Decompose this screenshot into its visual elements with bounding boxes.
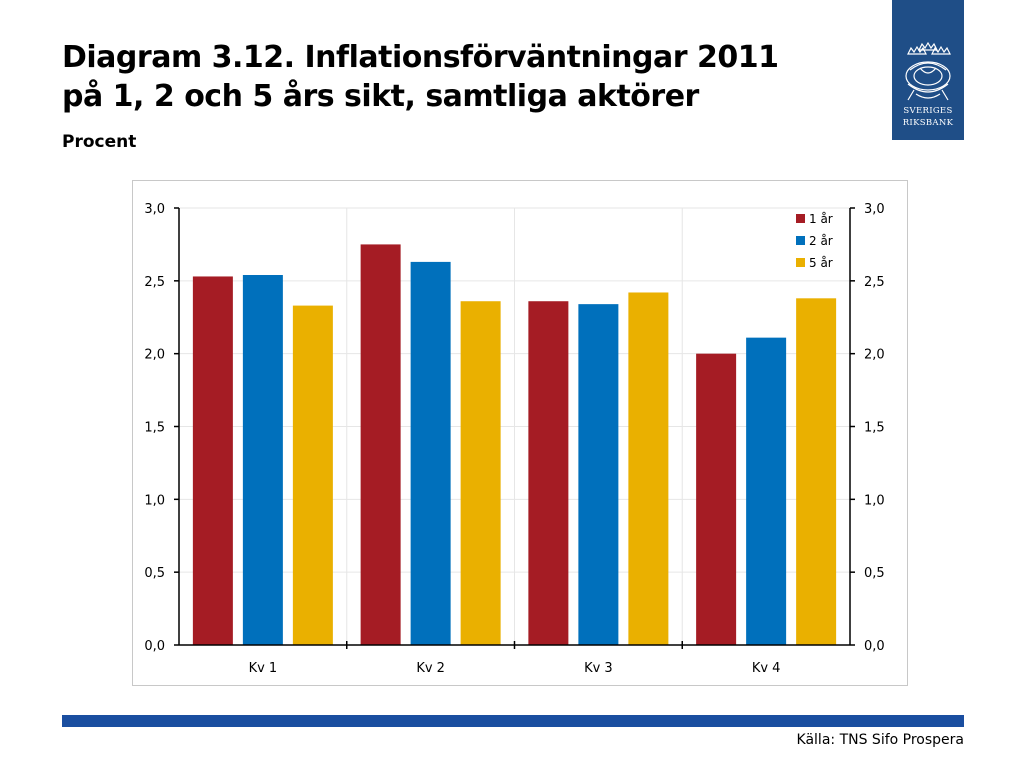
y-tick-label-right: 2,5 (864, 275, 885, 290)
y-tick-label-right: 0,0 (864, 639, 885, 654)
bar-2-2 (410, 261, 451, 645)
y-tick-label-left: 1,0 (144, 493, 165, 508)
y-tick-label-right: 0,5 (864, 566, 885, 581)
y-tick-label-left: 0,0 (144, 639, 165, 654)
x-tick-label: Kv 3 (584, 661, 613, 676)
bar-2-1 (242, 275, 283, 645)
legend-label-3: 5 år (809, 256, 833, 270)
bar-3-3 (628, 292, 669, 645)
y-tick-label-right: 1,0 (864, 493, 885, 508)
bar-2-4 (746, 337, 787, 645)
bar-3-1 (292, 305, 333, 645)
bar-1-3 (528, 301, 569, 645)
bar-chart: 0,0 0,0 0,5 0,5 1,0 1,0 1,5 1,5 2,0 2,0 2,5 2,5 3,0 3… (144, 202, 885, 676)
bar-2-3 (578, 304, 619, 645)
bar-1-4 (696, 353, 737, 645)
x-tick-label: Kv 2 (416, 661, 445, 676)
chart-title-line1: Diagram 3.12. Inflationsförväntningar 20… (62, 40, 779, 75)
riksbank-emblem-icon (905, 41, 951, 101)
bar-1-1 (192, 276, 233, 645)
logo-text-line2: RIKSBANK (902, 118, 954, 128)
y-tick-label-right: 2,0 (864, 348, 885, 363)
chart-subtitle: Procent (62, 132, 137, 152)
legend-swatch-1 (796, 214, 805, 223)
bar-1-2 (360, 244, 401, 645)
logo-text-line1: SVERIGES (903, 106, 953, 116)
riksbank-logo: SVERIGES RIKSBANK (892, 0, 964, 140)
y-tick-label-left: 1,5 (144, 421, 165, 436)
chart-title: Diagram 3.12. Inflationsförväntningar 20… (62, 38, 892, 116)
y-tick-label-right: 1,5 (864, 421, 885, 436)
legend-swatch-2 (796, 236, 805, 245)
x-tick-label: Kv 4 (752, 661, 781, 676)
bar-3-4 (796, 298, 837, 645)
legend-label-1: 1 år (809, 212, 833, 226)
y-tick-label-left: 2,0 (144, 348, 165, 363)
bar-3-2 (460, 301, 501, 645)
chart-frame: 0,0 0,0 0,5 0,5 1,0 1,0 1,5 1,5 2,0 2,0 2,5 2,5 3,0 3… (132, 180, 908, 686)
y-tick-label-left: 0,5 (144, 566, 165, 581)
y-tick-label-left: 3,0 (144, 202, 165, 217)
x-tick-label: Kv 1 (249, 661, 278, 676)
legend-swatch-3 (796, 258, 805, 267)
legend-label-2: 2 år (809, 234, 833, 248)
footer-bar (62, 715, 964, 727)
y-tick-label-right: 3,0 (864, 202, 885, 217)
source-note: Källa: TNS Sifo Prospera (796, 732, 964, 748)
y-tick-label-left: 2,5 (144, 275, 165, 290)
chart-title-line2: på 1, 2 och 5 års sikt, samtliga aktörer (62, 79, 699, 114)
